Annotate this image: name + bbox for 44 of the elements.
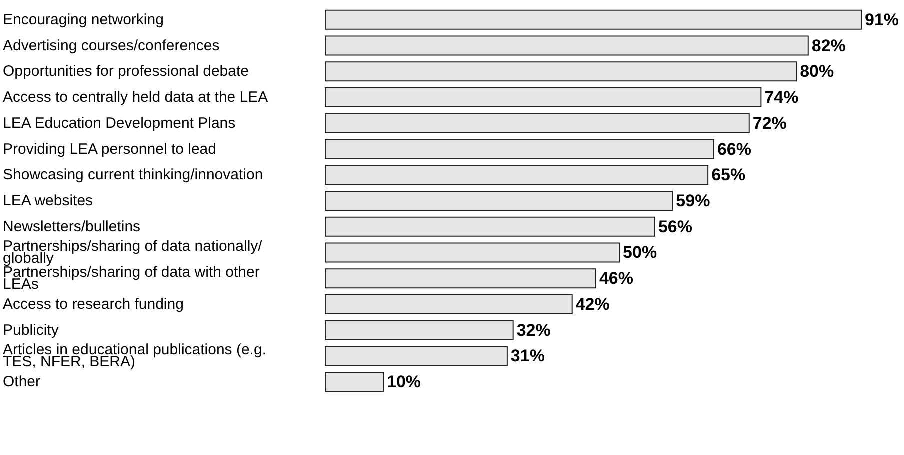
- bar: [325, 113, 750, 134]
- y-tick-label: Other: [3, 374, 41, 391]
- data-label: 82%: [812, 36, 846, 56]
- data-label: 65%: [712, 166, 746, 185]
- data-label: 91%: [865, 10, 900, 30]
- data-label: 10%: [387, 372, 422, 392]
- data-label: 72%: [752, 114, 787, 133]
- y-tick-label: Advertising courses/conferences: [3, 37, 220, 54]
- y-tick-label: Access to research funding: [3, 296, 184, 313]
- data-label: 46%: [599, 269, 634, 288]
- y-tick-label: Newsletters/bulletins: [3, 218, 141, 236]
- bar: [325, 62, 798, 82]
- bar: [325, 36, 809, 56]
- y-tick-label: Publicity: [3, 322, 60, 339]
- y-tick-label: Articles in educational publications (e.g. TES, NFER, BERA): [3, 342, 271, 371]
- bar: [325, 268, 596, 289]
- data-label: 50%: [623, 243, 658, 262]
- data-label: 74%: [764, 88, 799, 108]
- data-label: 42%: [576, 294, 610, 314]
- data-label: 31%: [510, 346, 545, 366]
- data-label: 66%: [717, 140, 752, 159]
- y-tick-label: Encouraging networking: [3, 11, 164, 28]
- y-tick-label: LEA websites: [3, 192, 94, 210]
- bar: [325, 88, 762, 108]
- bar: [325, 320, 514, 340]
- bar: [325, 191, 674, 211]
- bar: [325, 10, 862, 30]
- y-tick-label: Access to centrally held data at the LEA: [3, 89, 268, 106]
- data-label: 59%: [676, 192, 710, 210]
- data-label: 80%: [800, 62, 834, 82]
- bar: [325, 165, 709, 186]
- data-label: 56%: [658, 217, 692, 236]
- y-tick-label: Opportunities for professional debate: [3, 63, 249, 80]
- bar: [325, 372, 384, 392]
- bar: [325, 294, 573, 314]
- data-label: 32%: [516, 320, 551, 340]
- y-tick-label: Partnerships/sharing of data nationally/ globally: [3, 238, 266, 268]
- bar: [325, 346, 508, 366]
- y-tick-label: Providing LEA personnel to lead: [3, 140, 216, 158]
- bar: [325, 139, 714, 160]
- y-tick-label: Showcasing current thinking/innovation: [3, 166, 264, 184]
- bar: [325, 242, 620, 263]
- y-tick-label: LEA Education Development Plans: [3, 114, 236, 132]
- bar: [325, 216, 656, 237]
